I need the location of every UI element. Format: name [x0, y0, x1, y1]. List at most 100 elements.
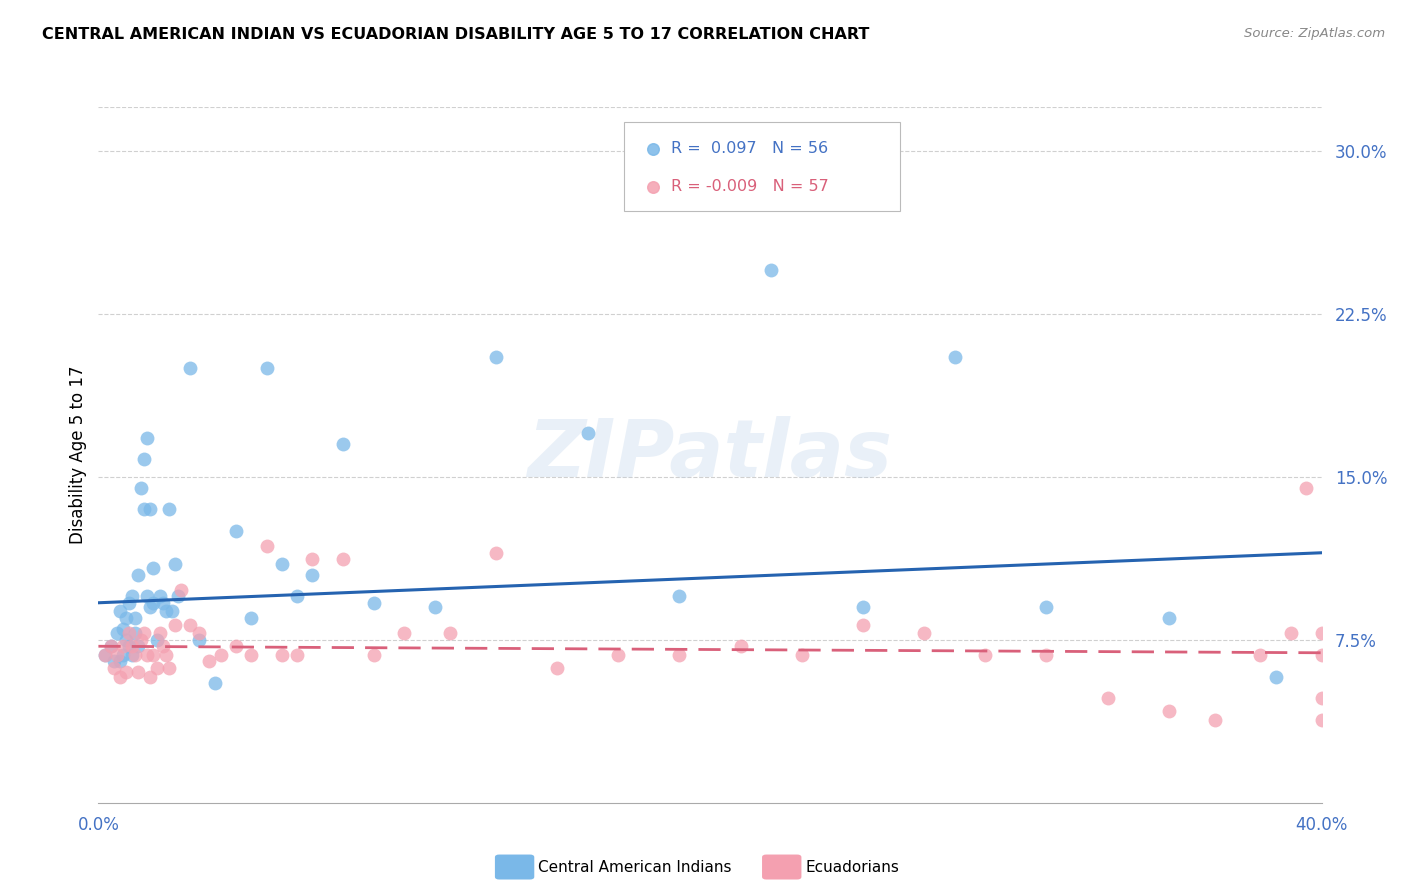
- Point: [115, 611, 138, 625]
- Point: [155, 648, 177, 662]
- Point: [139, 600, 162, 615]
- Point: [485, 350, 508, 364]
- Point: [134, 452, 156, 467]
- Point: [759, 263, 782, 277]
- Point: [124, 626, 146, 640]
- Text: R =  0.097   N = 56: R = 0.097 N = 56: [671, 141, 828, 156]
- Point: [240, 648, 263, 662]
- Point: [546, 661, 568, 675]
- Point: [145, 632, 167, 647]
- Point: [121, 648, 143, 662]
- Point: [1310, 626, 1333, 640]
- Point: [142, 596, 165, 610]
- Point: [136, 589, 159, 603]
- Point: [1035, 648, 1057, 662]
- Point: [179, 360, 201, 375]
- Point: [1310, 648, 1333, 662]
- Point: [1295, 481, 1317, 495]
- Point: [100, 639, 122, 653]
- Point: [363, 648, 385, 662]
- FancyBboxPatch shape: [624, 122, 900, 211]
- Text: Central American Indians: Central American Indians: [538, 860, 733, 874]
- Point: [108, 605, 131, 619]
- Point: [121, 589, 143, 603]
- Point: [115, 632, 138, 647]
- Point: [668, 648, 690, 662]
- Point: [392, 626, 416, 640]
- Point: [139, 502, 162, 516]
- Point: [170, 582, 193, 597]
- Point: [100, 639, 122, 653]
- Point: [160, 605, 183, 619]
- Point: [1310, 691, 1333, 706]
- Point: [118, 639, 141, 653]
- Point: [136, 648, 159, 662]
- Point: [105, 648, 128, 662]
- Point: [301, 567, 323, 582]
- Point: [852, 617, 875, 632]
- Point: [209, 648, 232, 662]
- Point: [225, 639, 247, 653]
- Point: [157, 502, 180, 516]
- Point: [127, 639, 149, 653]
- Point: [129, 481, 152, 495]
- Point: [1279, 626, 1302, 640]
- Point: [576, 426, 599, 441]
- Point: [270, 648, 292, 662]
- Text: CENTRAL AMERICAN INDIAN VS ECUADORIAN DISABILITY AGE 5 TO 17 CORRELATION CHART: CENTRAL AMERICAN INDIAN VS ECUADORIAN DI…: [42, 27, 869, 42]
- Text: R = -0.009   N = 57: R = -0.009 N = 57: [671, 179, 828, 194]
- Point: [188, 626, 211, 640]
- Text: Ecuadorians: Ecuadorians: [806, 860, 900, 874]
- Point: [1035, 600, 1057, 615]
- Point: [1097, 691, 1119, 706]
- Point: [1310, 713, 1333, 727]
- Point: [115, 665, 138, 680]
- Point: [1157, 611, 1180, 625]
- Point: [256, 539, 278, 553]
- Point: [121, 639, 143, 653]
- Point: [423, 600, 446, 615]
- Point: [1204, 713, 1226, 727]
- Point: [103, 655, 125, 669]
- Point: [124, 648, 146, 662]
- Point: [188, 632, 211, 647]
- Point: [163, 617, 186, 632]
- Point: [363, 596, 385, 610]
- Point: [136, 431, 159, 445]
- Point: [163, 557, 186, 571]
- Point: [149, 589, 172, 603]
- Point: [285, 589, 308, 603]
- Point: [93, 648, 115, 662]
- Point: [607, 648, 630, 662]
- Point: [124, 611, 146, 625]
- Point: [127, 567, 149, 582]
- Point: [285, 648, 308, 662]
- Point: [111, 622, 134, 636]
- Point: [118, 626, 141, 640]
- Point: [149, 626, 172, 640]
- Point: [157, 661, 180, 675]
- Point: [118, 596, 141, 610]
- Point: [332, 552, 354, 566]
- Point: [179, 617, 201, 632]
- Point: [129, 632, 152, 647]
- Point: [134, 626, 156, 640]
- Point: [912, 626, 935, 640]
- Point: [152, 596, 174, 610]
- Point: [127, 665, 149, 680]
- Point: [332, 437, 354, 451]
- Point: [1249, 648, 1271, 662]
- Point: [108, 670, 131, 684]
- Point: [256, 360, 278, 375]
- Point: [111, 648, 134, 662]
- Point: [974, 648, 997, 662]
- Point: [225, 524, 247, 538]
- Point: [142, 561, 165, 575]
- Point: [167, 589, 190, 603]
- Point: [439, 626, 461, 640]
- Point: [1264, 670, 1286, 684]
- Point: [1157, 705, 1180, 719]
- Point: [145, 661, 167, 675]
- Point: [134, 502, 156, 516]
- Point: [485, 546, 508, 560]
